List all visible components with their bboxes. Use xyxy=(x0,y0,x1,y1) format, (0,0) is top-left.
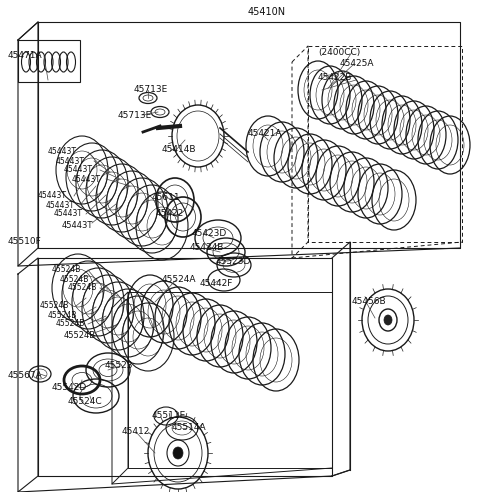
Text: 45524B: 45524B xyxy=(52,266,82,275)
Text: 45713E: 45713E xyxy=(134,86,168,94)
Text: 45424B: 45424B xyxy=(190,244,224,252)
Text: 45443T: 45443T xyxy=(72,175,101,184)
Text: 45443T: 45443T xyxy=(56,156,85,165)
Text: 45471A: 45471A xyxy=(8,52,43,61)
Text: 45410N: 45410N xyxy=(248,7,286,17)
Text: 45414B: 45414B xyxy=(162,146,196,154)
Text: 45524C: 45524C xyxy=(68,398,103,406)
Text: 45443T: 45443T xyxy=(38,191,67,201)
Text: 45523D: 45523D xyxy=(216,257,252,267)
Text: 45443T: 45443T xyxy=(46,201,75,210)
Text: 45524B: 45524B xyxy=(60,275,89,283)
Text: 45510F: 45510F xyxy=(8,238,42,246)
Text: 45422B: 45422B xyxy=(318,73,352,83)
Text: 45443T: 45443T xyxy=(62,220,94,229)
Bar xyxy=(18,40,80,82)
Text: 45713E: 45713E xyxy=(118,111,152,120)
Text: (2400CC): (2400CC) xyxy=(318,48,360,57)
Text: 45456B: 45456B xyxy=(352,298,386,307)
Ellipse shape xyxy=(384,315,392,325)
Text: 45542D: 45542D xyxy=(52,383,87,393)
Text: 45524B: 45524B xyxy=(64,331,96,339)
Text: 45514A: 45514A xyxy=(172,424,206,432)
Text: 45442F: 45442F xyxy=(200,278,233,287)
Text: 45524B: 45524B xyxy=(68,283,97,293)
Text: 45421A: 45421A xyxy=(248,128,283,137)
Text: 45443T: 45443T xyxy=(54,210,83,218)
Text: 45511E: 45511E xyxy=(152,411,186,421)
Text: 45422: 45422 xyxy=(156,209,184,217)
Text: 45524A: 45524A xyxy=(162,276,196,284)
Text: 45443T: 45443T xyxy=(64,165,93,175)
Text: 45611: 45611 xyxy=(152,192,180,202)
Text: 45443T: 45443T xyxy=(48,148,77,156)
Text: 45524B: 45524B xyxy=(40,302,70,310)
Text: 45524B: 45524B xyxy=(56,319,85,329)
Text: 45423D: 45423D xyxy=(192,229,227,239)
Text: 45425A: 45425A xyxy=(340,60,374,68)
Text: 45524B: 45524B xyxy=(48,310,77,319)
Text: 45523: 45523 xyxy=(105,362,133,370)
Text: 45567A: 45567A xyxy=(8,371,43,380)
Ellipse shape xyxy=(173,447,183,459)
Text: 45412: 45412 xyxy=(122,428,150,436)
